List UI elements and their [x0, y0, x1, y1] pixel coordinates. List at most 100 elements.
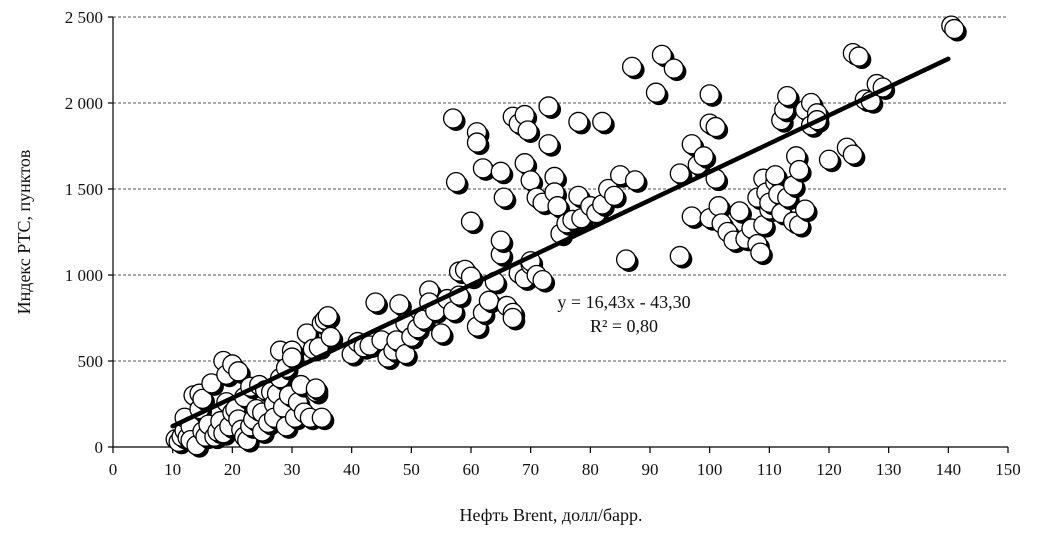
x-tick-label: 50	[403, 460, 420, 479]
data-point-marker	[192, 388, 213, 409]
data-point	[624, 170, 648, 193]
data-point	[395, 343, 418, 367]
data-point	[460, 211, 484, 235]
data-point-marker	[228, 361, 249, 382]
y-tick-label: 0	[95, 438, 104, 457]
data-point-marker	[311, 407, 332, 428]
x-tick-label: 0	[109, 460, 118, 479]
data-point	[490, 161, 514, 185]
y-axis-title: Индекс РТС, пунктов	[14, 150, 34, 315]
x-tick-label: 20	[224, 460, 241, 479]
x-tick-label: 110	[757, 460, 782, 479]
data-point	[729, 201, 752, 224]
x-tick-label: 60	[463, 460, 480, 479]
data-point	[848, 46, 872, 70]
x-tick-label: 140	[936, 460, 962, 479]
data-point-marker	[520, 170, 541, 191]
data-point	[466, 132, 490, 156]
data-point	[493, 187, 517, 211]
data-point-marker	[201, 373, 222, 394]
data-point-marker	[681, 134, 702, 155]
data-point-marker	[615, 249, 637, 270]
y-tick-label: 2 500	[65, 8, 103, 27]
data-point	[705, 116, 729, 140]
data-point-marker	[442, 108, 464, 129]
data-point	[532, 270, 556, 293]
data-point-marker	[431, 323, 452, 344]
data-point-marker	[789, 159, 810, 181]
data-point-marker	[708, 196, 729, 217]
data-point-marker	[651, 44, 673, 65]
data-point-marker	[317, 306, 338, 327]
data-point-marker	[514, 153, 535, 174]
data-point-marker	[604, 185, 625, 207]
data-point-marker	[502, 307, 523, 329]
data-point	[445, 171, 469, 195]
data-point	[538, 134, 562, 157]
data-point	[750, 242, 773, 266]
data-point-marker	[621, 56, 643, 78]
x-tick-label: 10	[164, 460, 181, 479]
x-tick-label: 40	[343, 460, 360, 479]
data-point-marker	[460, 211, 482, 232]
data-point-marker	[818, 149, 840, 170]
data-point	[663, 58, 687, 82]
data-point-marker	[389, 294, 410, 315]
data-point	[490, 230, 514, 254]
data-point-marker	[681, 206, 702, 227]
data-point-marker	[490, 161, 511, 182]
data-point	[645, 82, 669, 106]
x-tick-label: 90	[642, 460, 659, 479]
data-point-marker	[478, 290, 500, 311]
data-point	[490, 244, 514, 267]
data-point-marker	[517, 120, 538, 141]
data-point-marker	[669, 163, 690, 184]
x-tick-label: 100	[697, 460, 723, 479]
data-point	[669, 245, 693, 269]
data-point	[365, 292, 389, 316]
data-points	[165, 15, 967, 458]
trend-line	[170, 56, 951, 429]
data-point	[431, 323, 454, 346]
data-point-marker	[493, 187, 514, 208]
data-point	[592, 111, 615, 135]
data-point	[777, 85, 800, 109]
data-point	[442, 108, 466, 131]
data-point	[389, 294, 412, 317]
data-point	[305, 378, 329, 402]
data-point-marker	[705, 116, 726, 138]
x-tick-label: 150	[995, 460, 1021, 479]
x-tick-label: 130	[876, 460, 902, 479]
y-tick-label: 500	[78, 352, 104, 371]
data-point-marker	[568, 111, 589, 133]
data-point-marker	[663, 58, 685, 79]
data-point-marker	[305, 378, 327, 399]
data-point	[615, 249, 639, 273]
data-point-marker	[624, 170, 646, 191]
data-point-marker	[547, 196, 568, 217]
data-point-marker	[750, 242, 771, 263]
x-tick-label: 70	[522, 460, 539, 479]
data-point	[693, 146, 717, 169]
y-tick-label: 2 000	[65, 94, 103, 113]
data-point-marker	[842, 144, 864, 165]
data-point-marker	[669, 245, 690, 267]
data-point	[621, 56, 645, 80]
y-tick-label: 1 000	[65, 266, 103, 285]
data-point-marker	[592, 111, 613, 133]
data-point-marker	[538, 134, 559, 155]
labels: y = 16,43x - 43,30 R² = 0,80 Нефть Brent…	[14, 8, 1021, 525]
data-point-marker	[466, 132, 488, 153]
data-point	[681, 134, 705, 157]
trendline-r-squared: R² = 0,80	[590, 316, 658, 336]
data-point-marker	[538, 96, 559, 117]
x-tick-label: 30	[284, 460, 301, 479]
data-point-marker	[729, 201, 750, 222]
data-point	[842, 144, 866, 168]
data-point-marker	[490, 230, 511, 251]
data-point	[442, 300, 466, 324]
data-point-marker	[472, 158, 494, 179]
data-point-marker	[532, 270, 553, 291]
